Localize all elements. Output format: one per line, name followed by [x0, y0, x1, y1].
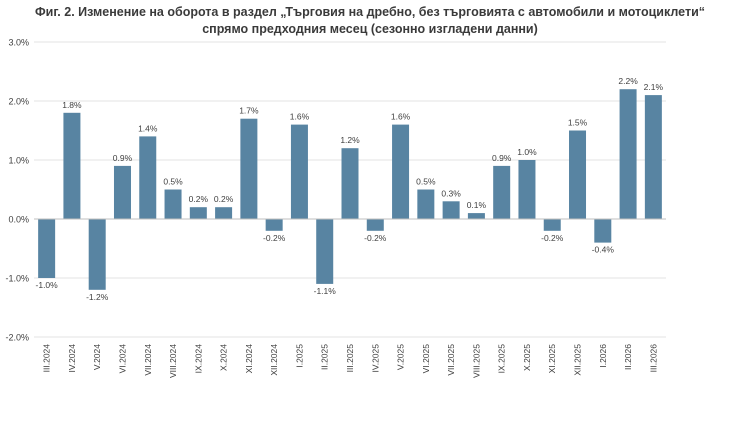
bar: [38, 219, 56, 278]
bar: [644, 95, 662, 219]
data-label: 2.2%: [618, 76, 638, 86]
x-tick-label: IX.2024: [193, 344, 203, 374]
x-tick-label: III.2025: [345, 344, 355, 373]
bar: [290, 124, 308, 219]
data-label: 0.3%: [441, 188, 461, 198]
x-tick-label: VII.2024: [143, 344, 153, 376]
data-label: -1.0%: [36, 280, 59, 290]
x-tick-label: XI.2025: [547, 344, 557, 374]
bar: [493, 165, 511, 219]
x-tick-label: IX.2025: [497, 344, 507, 374]
bar: [139, 136, 157, 219]
bar: [518, 160, 536, 219]
x-tick-label: II.2026: [623, 344, 633, 370]
bar: [316, 219, 334, 284]
bar: [442, 201, 460, 219]
x-tick-label: III.2026: [648, 344, 658, 373]
data-label: -0.2%: [263, 233, 286, 243]
bar: [467, 213, 485, 219]
data-label: -1.1%: [314, 286, 337, 296]
bar: [63, 112, 81, 219]
chart-title-line-2: спрямо предходния месец (сезонно изгладе…: [202, 22, 538, 36]
data-label: 0.9%: [492, 153, 512, 163]
data-label: 1.0%: [517, 147, 537, 157]
y-tick-label: -1.0%: [5, 274, 29, 284]
bar: [113, 165, 131, 219]
x-tick-label: XII.2024: [269, 344, 279, 376]
data-label: 1.5%: [568, 118, 588, 128]
bar: [543, 219, 561, 231]
data-label: -1.2%: [86, 292, 109, 302]
data-labels: -1.0% 1.8% -1.2% 0.9% 1.4% 0.5% 0.2% 0.2% 1.7% -0…: [36, 76, 664, 302]
bar: [594, 219, 612, 243]
x-tick-label: VI.2025: [421, 344, 431, 374]
bar: [265, 219, 283, 231]
bar: [240, 118, 258, 219]
data-label: 0.9%: [113, 153, 133, 163]
x-tick-label: X.2024: [219, 344, 229, 371]
data-label: 1.2%: [340, 135, 360, 145]
bar: [189, 207, 207, 219]
data-label: 1.6%: [391, 112, 411, 122]
data-label: 1.4%: [138, 123, 158, 133]
x-tick-label: VII.2025: [446, 344, 456, 376]
data-label: 1.7%: [239, 106, 259, 116]
data-label: -0.4%: [592, 245, 615, 255]
y-tick-label: 1.0%: [8, 156, 29, 166]
x-tick-label: I.2026: [598, 344, 608, 368]
y-tick-label: 0.0%: [8, 215, 29, 225]
y-tick-label: 3.0%: [8, 38, 29, 48]
bar: [392, 124, 410, 219]
y-tick-label: 2.0%: [8, 97, 29, 107]
x-tick-label: IV.2024: [67, 344, 77, 373]
x-tick-label: VIII.2025: [471, 344, 481, 378]
bar: [569, 130, 587, 219]
x-axis-ticks: III.2024 IV.2024 V.2024 VI.2024 VII.2024 VIII…: [42, 344, 659, 378]
data-label: 0.2%: [189, 194, 209, 204]
data-label: -0.2%: [541, 233, 564, 243]
bar: [366, 219, 384, 231]
x-tick-label: I.2025: [294, 344, 304, 368]
x-tick-label: II.2025: [320, 344, 330, 370]
x-tick-label: VIII.2024: [168, 344, 178, 378]
x-tick-label: XII.2025: [573, 344, 583, 376]
x-tick-label: XI.2024: [244, 344, 254, 374]
y-axis-ticks: 3.0% 2.0% 1.0% 0.0% -1.0% -2.0%: [5, 38, 29, 343]
x-tick-label: V.2025: [396, 344, 406, 370]
data-label: 1.6%: [290, 112, 310, 122]
bars: [38, 89, 662, 290]
x-tick-label: VI.2024: [117, 344, 127, 374]
bar: [417, 189, 435, 219]
data-label: 0.5%: [416, 177, 436, 187]
chart-title-line-1: Фиг. 2. Изменение на оборота в раздел „Т…: [34, 5, 706, 19]
bar: [164, 189, 182, 219]
y-tick-label: -2.0%: [5, 333, 29, 343]
x-tick-label: III.2024: [42, 344, 52, 373]
data-label: 0.5%: [163, 177, 183, 187]
bar: [215, 207, 233, 219]
bar: [341, 148, 359, 219]
data-label: 0.1%: [467, 200, 487, 210]
data-label: 0.2%: [214, 194, 234, 204]
x-tick-label: X.2025: [522, 344, 532, 371]
bar: [88, 219, 106, 290]
chart-title: Фиг. 2. Изменение на оборота в раздел „Т…: [0, 4, 740, 38]
x-tick-label: IV.2025: [370, 344, 380, 373]
bar: [619, 89, 637, 219]
x-tick-label: V.2024: [92, 344, 102, 370]
data-label: 2.1%: [644, 82, 664, 92]
data-label: 1.8%: [62, 100, 82, 110]
data-label: -0.2%: [364, 233, 387, 243]
